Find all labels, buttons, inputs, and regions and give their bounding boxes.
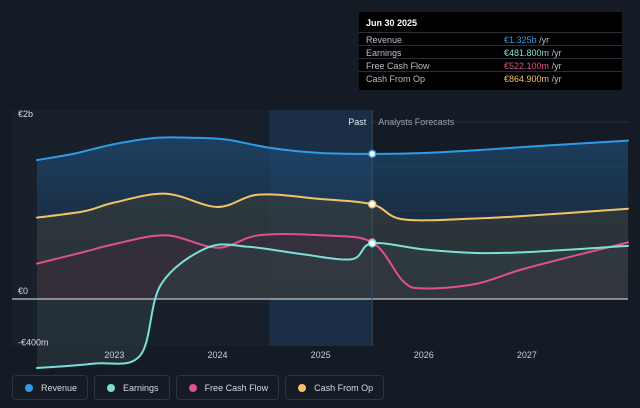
legend-label: Earnings	[123, 382, 159, 393]
free-cash-flow-dot-icon	[188, 383, 197, 392]
x-axis-tick-label: 2027	[517, 350, 537, 360]
cash-from-op-dot-icon	[298, 383, 307, 392]
tooltip-row-free-cash-flow: Free Cash Flow €522.100m /yr	[359, 58, 622, 72]
tooltip-label: Cash From Op	[366, 74, 426, 84]
line-free-cash-flow	[36, 233, 629, 290]
legend-free-cash-flow-button[interactable]: Free Cash Flow	[175, 375, 280, 400]
marker-revenue	[367, 149, 377, 159]
x-axis-tick-label: 2024	[207, 350, 227, 360]
tooltip-label: Earnings	[366, 48, 402, 58]
tooltip-label: Revenue	[366, 35, 403, 45]
line-cash-from-op	[36, 192, 629, 222]
tooltip-value: €481.800m /yr	[504, 48, 562, 58]
legend-label: Cash From Op	[314, 382, 374, 393]
chart-legend: Revenue Earnings Free Cash Flow Cash Fro…	[12, 375, 385, 400]
revenue-dot-icon	[25, 383, 33, 392]
tooltip-row-cash-from-op: Cash From Op €864.900m /yr	[359, 71, 622, 85]
x-axis-tick-label: 2026	[414, 350, 434, 360]
hover-tooltip: Jun 30 2025 Revenue €1.325b /yr Earnings…	[359, 12, 622, 90]
legend-label: Free Cash Flow	[204, 382, 269, 393]
legend-earnings-button[interactable]: Earnings	[94, 375, 170, 400]
marker-earnings	[367, 238, 377, 248]
legend-label: Revenue	[41, 382, 78, 393]
tooltip-value: €864.900m /yr	[504, 74, 562, 84]
earnings-dot-icon	[107, 383, 116, 392]
line-revenue	[36, 136, 629, 162]
area-earnings	[37, 242, 628, 368]
legend-cash-from-op-button[interactable]: Cash From Op	[285, 375, 385, 400]
forecast-label: Analysts Forecasts	[378, 117, 455, 127]
y-axis-label: €0	[18, 286, 28, 296]
x-axis-tick-label: 2025	[311, 350, 331, 360]
line-earnings	[36, 241, 629, 369]
marker-cash-from-op	[367, 200, 377, 209]
tooltip-row-earnings: Earnings €481.800m /yr	[359, 45, 622, 59]
tooltip-date: Jun 30 2025	[366, 18, 418, 28]
tooltip-label: Free Cash Flow	[366, 61, 430, 71]
y-axis-label: €2b	[18, 109, 33, 119]
tooltip-row-revenue: Revenue €1.325b /yr	[359, 32, 622, 46]
y-axis-label: -€400m	[18, 337, 49, 347]
x-axis-tick-label: 2023	[104, 350, 124, 360]
legend-revenue-button[interactable]: Revenue	[12, 375, 89, 400]
past-label: Past	[348, 117, 367, 127]
tooltip-value: €1.325b /yr	[504, 35, 550, 45]
tooltip-value: €522.100m /yr	[504, 61, 562, 71]
